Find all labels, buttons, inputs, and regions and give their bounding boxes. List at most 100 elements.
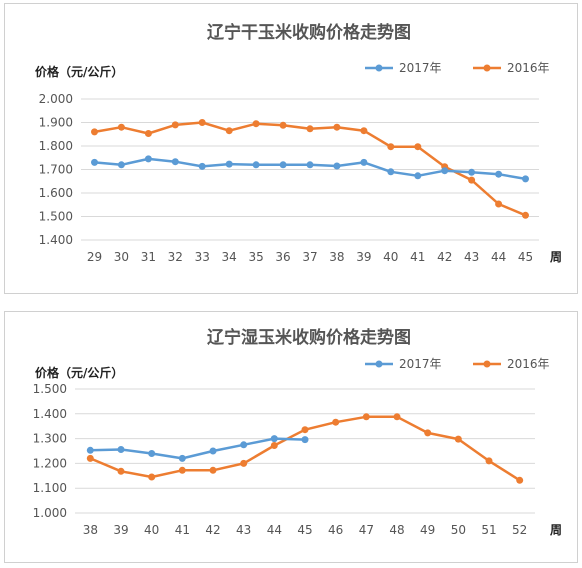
data-point [270,435,278,443]
x-tick-label: 37 [302,250,317,264]
x-tick-label: 30 [114,250,129,264]
wet-corn-chart-panel: 辽宁湿玉米收购价格走势图 价格（元/公斤） 1.500 1.400 1.300 1.200… [4,311,578,563]
x-tick-label: 29 [87,250,102,264]
data-point [301,436,309,444]
data-point [171,158,179,166]
data-point [468,176,476,184]
series-line [90,437,306,460]
x-tick-label: 45 [518,250,533,264]
x-tick-label: 38 [329,250,344,264]
data-point [387,168,395,176]
y-tick-label: 1.500 [39,210,73,224]
data-point [209,466,217,474]
x-tick-label: 47 [359,523,374,537]
data-point [279,161,287,169]
x-tick-label: 42 [437,250,452,264]
data-point [360,158,368,166]
x-tick-label: 33 [195,250,210,264]
legend-label: 2017年 [399,357,442,371]
x-tick-label: 50 [451,523,466,537]
x-tick-label: 43 [236,523,251,537]
legend-marker [375,360,383,368]
data-point [117,161,125,169]
x-tick-label: 40 [383,250,398,264]
data-point [86,446,94,454]
y-axis-label: 价格（元/公斤） [35,365,123,380]
data-point [148,473,156,481]
data-point [240,459,248,467]
x-tick-label: 38 [83,523,98,537]
data-point [468,168,476,176]
x-tick-label: 39 [113,523,128,537]
y-tick-label: 1.600 [39,186,73,200]
series-line [94,121,526,217]
x-tick-label: 40 [144,523,159,537]
data-point [424,429,432,437]
data-point [144,155,152,163]
y-tick-label: 1.800 [39,139,73,153]
data-point [178,466,186,474]
data-point [414,172,422,180]
data-point [198,119,206,126]
data-point [117,123,125,131]
data-point [495,170,503,178]
data-point [393,413,401,421]
legend-item: 2016年 [473,357,550,371]
dry-corn-chart-panel: 辽宁干玉米收购价格走势图价格（元/公斤） 2.000 1.900 1.800 1.700… [4,3,578,294]
data-point [522,211,529,219]
data-point [171,121,179,129]
x-tick-label: 42 [205,523,220,537]
legend-item: 2017年 [365,61,442,75]
y-tick-label: 1.300 [33,432,67,446]
y-tick-label: 1.000 [33,506,67,520]
data-point [91,128,98,136]
x-tick-label: 41 [410,250,425,264]
data-point [270,442,278,449]
data-point [332,418,340,426]
data-point [485,457,493,465]
legend-marker [483,360,491,368]
x-axis-unit: 周 [550,250,562,264]
x-tick-label: 32 [168,250,183,264]
data-point [387,143,395,151]
legend-item: 2016年 [473,61,550,75]
y-tick-label: 1.700 [39,163,73,177]
y-tick-label: 1.100 [33,481,67,495]
x-tick-label: 41 [175,523,190,537]
y-tick-label: 1.400 [33,407,67,421]
legend-marker [483,64,491,72]
data-point [117,467,125,475]
legend-label: 2016年 [507,357,550,371]
data-point [516,476,524,484]
data-point [441,167,449,175]
x-tick-label: 31 [141,250,156,264]
x-tick-label: 36 [275,250,290,264]
data-point [252,161,260,169]
data-point [209,447,217,455]
chart-title: 辽宁干玉米收购价格走势图 [207,22,411,43]
legend-label: 2017年 [399,61,442,75]
y-axis-label: 价格（元/公斤） [35,64,123,79]
data-point [333,123,341,131]
y-tick-label: 2.000 [39,92,73,106]
x-tick-label: 51 [481,523,496,537]
data-point [178,454,186,462]
y-tick-label: 1.900 [39,116,73,130]
x-tick-label: 34 [222,250,237,264]
data-point [240,441,248,449]
x-tick-label: 48 [389,523,404,537]
x-tick-label: 46 [328,523,343,537]
data-point [86,454,94,462]
x-tick-label: 39 [356,250,371,264]
y-tick-label: 1.200 [33,456,67,470]
data-point [306,161,314,169]
legend-label: 2016年 [507,61,550,75]
legend-marker [375,64,383,72]
data-point [198,162,206,170]
data-point [225,127,233,135]
x-tick-label: 35 [248,250,263,264]
x-tick-label: 44 [491,250,506,264]
data-point [306,125,314,133]
